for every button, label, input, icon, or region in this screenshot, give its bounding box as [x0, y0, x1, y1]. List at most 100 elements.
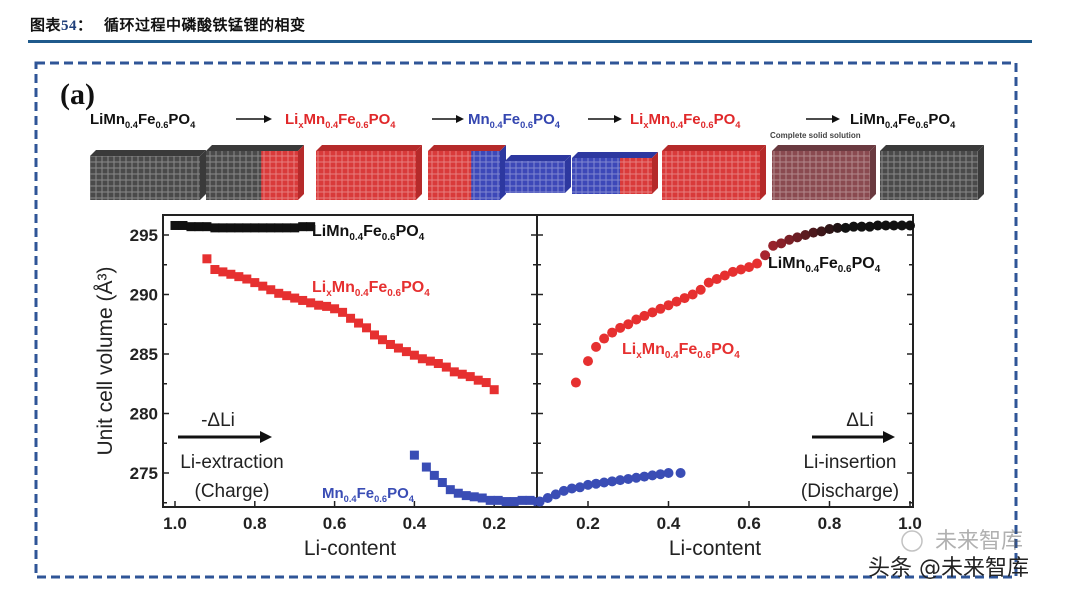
crystal-side	[298, 145, 304, 200]
formula-part: Mn	[326, 223, 349, 240]
crystal-red-blue	[428, 145, 506, 200]
formula-part: 4	[734, 350, 740, 361]
arrow-head-icon	[264, 115, 272, 123]
formula-part: x	[636, 350, 642, 361]
data-point	[623, 319, 634, 330]
x-tick-label: 0.4	[403, 514, 427, 533]
formula-part: Li	[90, 111, 103, 128]
data-point	[266, 285, 276, 295]
crystal-gray	[880, 145, 984, 200]
formula-part: Fe	[138, 111, 156, 128]
formula-part: Mn	[103, 111, 125, 128]
watermark-brand: 未来智库	[935, 529, 1023, 554]
delta-li-label: -ΔLi	[201, 410, 235, 431]
crystal-grid	[880, 151, 978, 200]
formula-part: Mn	[649, 111, 671, 128]
crystal-red	[662, 145, 766, 200]
formula-part: P	[711, 341, 722, 358]
data-point	[639, 471, 650, 482]
x-tick-label: 1.0	[898, 514, 922, 533]
data-point	[784, 234, 795, 245]
data-point	[393, 343, 403, 353]
formula-part: Mn	[642, 341, 665, 358]
data-point	[210, 223, 220, 233]
crystal-grid	[662, 151, 760, 200]
formula-part: P	[387, 485, 397, 502]
sequence-formula-1: Lix​Mn0.4​Fe0.6​PO4​	[285, 111, 396, 130]
formula-part: P	[714, 111, 724, 128]
crystal-top	[505, 155, 571, 161]
series-label-mfp-charge: Mn0.4​Fe0.6​PO4​	[322, 485, 415, 504]
crystal-top	[428, 145, 506, 151]
data-point	[330, 304, 340, 314]
formula-part: Fe	[357, 485, 375, 502]
formula-part: Mn	[468, 111, 490, 128]
crystal-top	[90, 150, 206, 156]
crystal-side	[652, 152, 658, 194]
formula-part: 0.6	[697, 350, 711, 361]
formula-part: 0.4	[805, 264, 819, 275]
plot-panel-discharge: 0.2 0.4 0.6 0.8 1.0 Li-content ΔLi Li-insertion…	[534, 214, 922, 560]
data-point	[433, 359, 443, 369]
data-point	[178, 220, 188, 230]
formula-part: O	[412, 279, 424, 296]
formula-part: Mn	[304, 111, 326, 128]
y-tick-label: 280	[130, 405, 158, 424]
series-0	[170, 220, 316, 233]
data-point	[385, 339, 395, 349]
process-sublabel: (Charge)	[195, 481, 270, 502]
crystal-side	[565, 155, 571, 193]
data-point	[583, 479, 593, 490]
series-label-lixmfp-discharge: Lix​Mn0.4​Fe0.6​PO4​	[622, 341, 740, 361]
data-point	[449, 367, 459, 377]
data-point	[752, 258, 763, 269]
data-point	[623, 473, 634, 484]
y-tick-label: 290	[130, 286, 158, 305]
data-point	[282, 291, 292, 301]
formula-part: 0.4	[885, 120, 899, 130]
formula-part: 4	[555, 120, 561, 130]
formula-part: x	[326, 288, 332, 299]
formula-part: O	[724, 111, 736, 128]
data-point	[377, 335, 387, 345]
data-point	[735, 264, 746, 275]
data-point	[346, 313, 356, 323]
data-point	[338, 307, 348, 317]
formula-part: 0.4	[349, 232, 363, 243]
data-point	[242, 223, 252, 233]
data-point	[675, 468, 686, 478]
data-point	[517, 495, 527, 505]
data-point	[186, 222, 196, 232]
data-point	[591, 478, 602, 489]
formula-part: x	[298, 120, 304, 130]
data-point	[314, 300, 324, 310]
crystal-rose	[772, 145, 876, 200]
data-point	[306, 298, 316, 308]
formula-part: 0.4	[125, 120, 139, 130]
formula-part: Fe	[679, 341, 698, 358]
formula-part: 0.6	[374, 494, 387, 504]
crystal-top	[206, 145, 304, 151]
data-point	[453, 488, 463, 498]
crystal-side	[416, 145, 422, 200]
crystal-grid	[505, 161, 565, 193]
data-point	[703, 277, 714, 288]
data-point	[258, 223, 268, 233]
data-point	[210, 265, 220, 275]
formula-part: O	[406, 223, 418, 240]
data-point	[639, 310, 650, 321]
y-tick-label: 285	[130, 345, 158, 364]
data-point	[425, 356, 435, 366]
data-point	[711, 274, 722, 285]
formula-part: Fe	[819, 255, 838, 272]
formula-part: 0.4	[490, 120, 504, 130]
crystal-top	[662, 145, 766, 151]
formula-part: Li	[850, 111, 863, 128]
formula-part: P	[369, 111, 379, 128]
arrow-right-icon	[883, 431, 895, 443]
crystal-grid	[90, 156, 200, 200]
arrow-head-icon	[614, 115, 622, 123]
data-point	[760, 250, 771, 261]
data-point	[800, 230, 811, 240]
